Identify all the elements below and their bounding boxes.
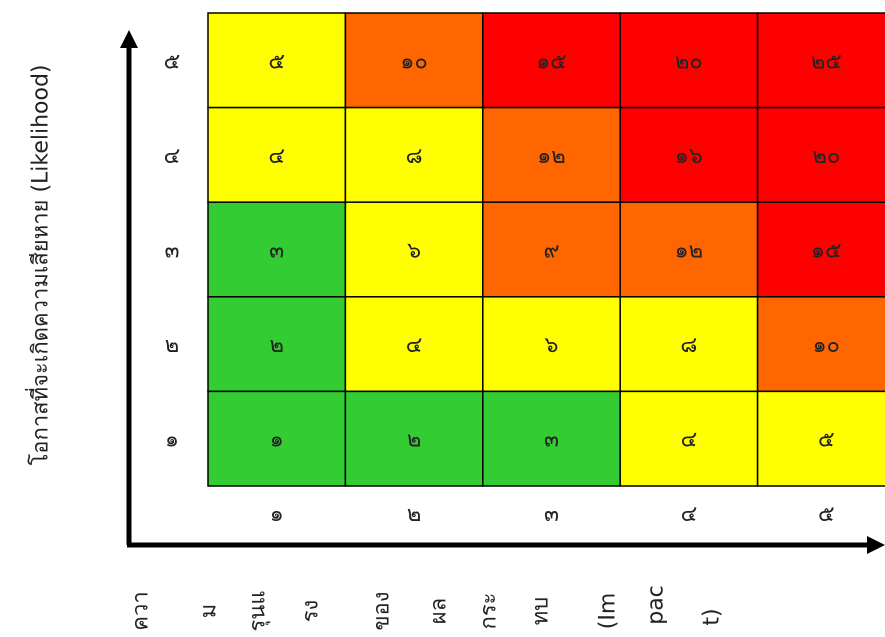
- x-tick-label: ๓: [544, 502, 559, 527]
- y-axis-arrowhead: [120, 30, 138, 48]
- cell-value-label: ๑๕: [536, 49, 567, 74]
- cell-value-label: ๖: [407, 239, 421, 264]
- x-axis-arrowhead: [867, 536, 885, 554]
- cell-value-label: ๑๖: [675, 144, 703, 169]
- cell-value-label: ๒: [407, 428, 422, 453]
- cell-value-label: ๓: [544, 428, 559, 453]
- cell-value-label: ๑๒: [537, 144, 565, 169]
- cell-value-label: ๒๐: [675, 49, 703, 74]
- cell-value-label: ๒๐: [812, 144, 840, 169]
- y-tick-label: ๔: [164, 144, 181, 169]
- x-tick-label: ๒: [407, 502, 422, 527]
- cell-value-label: ๖: [545, 333, 559, 358]
- x-tick-label: ๑: [270, 502, 284, 527]
- cell-value-label: ๙: [543, 239, 559, 264]
- cell-value-label: ๔: [681, 428, 698, 453]
- cell-value-label: ๑๐: [400, 49, 427, 74]
- y-tick-label: ๓: [164, 239, 179, 264]
- cell-value-label: ๑๐: [813, 333, 840, 358]
- y-tick-label: ๒: [165, 333, 180, 358]
- y-axis-label: โอกาสที่จะเกิดความเสียหาย (Likelihood): [23, 64, 58, 465]
- cell-value-label: ๘: [406, 144, 423, 169]
- cell-value-label: ๔: [268, 144, 285, 169]
- cell-value-label: ๑๕: [811, 239, 842, 264]
- y-tick-label: ๕: [164, 49, 181, 74]
- cell-value-label: ๒๕: [811, 49, 842, 74]
- cell-value-label: ๘: [680, 333, 697, 358]
- cell-value-label: ๒: [269, 333, 284, 358]
- cell-value-label: ๑๒: [675, 239, 703, 264]
- x-tick-label: ๕: [818, 502, 835, 527]
- cell-value-label: ๑: [270, 428, 284, 453]
- cell-value-label: ๕: [818, 428, 835, 453]
- x-tick-label: ๔: [681, 502, 698, 527]
- cell-value-label: ๔: [406, 333, 423, 358]
- cell-value-label: ๓: [269, 239, 284, 264]
- cell-value-label: ๕: [268, 49, 285, 74]
- y-tick-label: ๑: [165, 428, 179, 453]
